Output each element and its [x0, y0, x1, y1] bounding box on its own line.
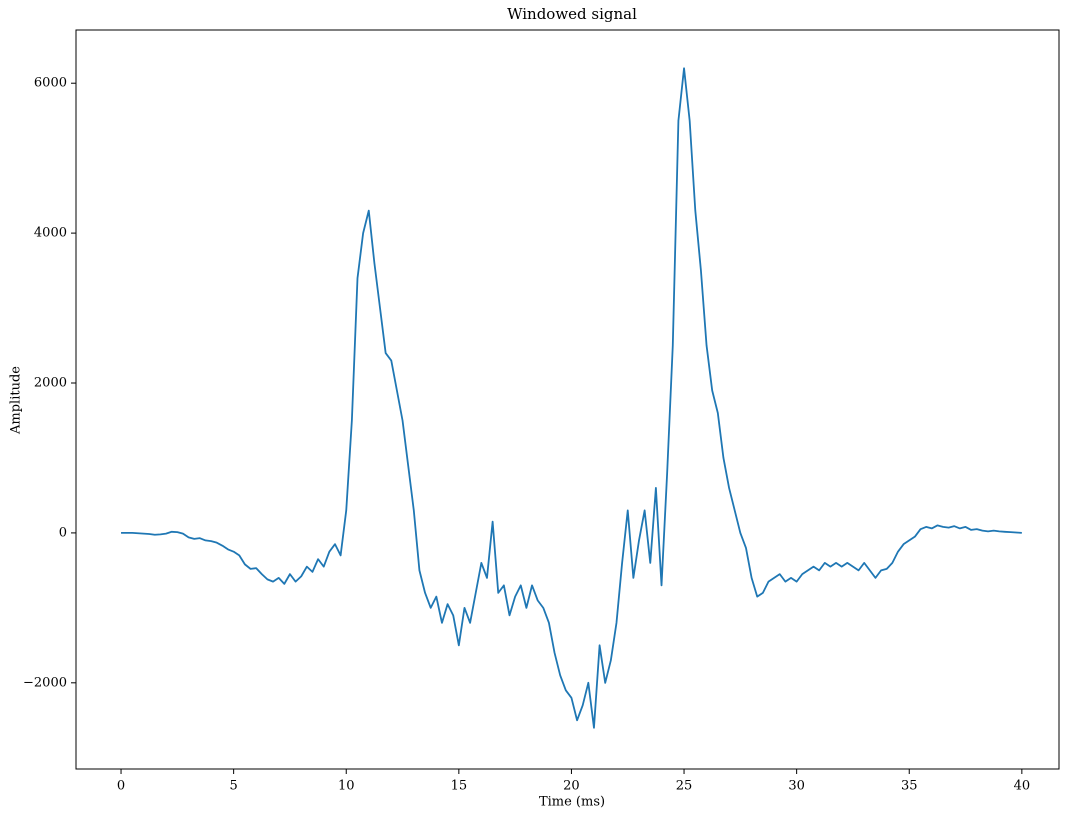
x-tick-label: 25 — [676, 779, 693, 794]
x-tick-label: 20 — [563, 779, 580, 794]
y-tick-label: 0 — [59, 525, 67, 540]
x-tick-label: 0 — [117, 779, 125, 794]
signal-line — [121, 67, 1022, 729]
y-tick-label: 4000 — [34, 226, 67, 241]
x-axis-label: Time (ms) — [539, 795, 605, 810]
y-axis-label: Amplitude — [9, 366, 24, 435]
y-tick-label: 6000 — [34, 76, 67, 91]
x-tick-label: 10 — [338, 779, 355, 794]
y-tick-label: −2000 — [23, 675, 67, 690]
x-tick-label: 30 — [788, 779, 805, 794]
x-tick-label: 35 — [901, 779, 918, 794]
plot-frame — [75, 29, 1060, 770]
x-tick-label: 15 — [451, 779, 468, 794]
x-tick-label: 40 — [1014, 779, 1031, 794]
chart-title: Windowed signal — [507, 5, 637, 23]
y-tick-label: 2000 — [34, 376, 67, 391]
x-tick-label: 5 — [229, 779, 237, 794]
